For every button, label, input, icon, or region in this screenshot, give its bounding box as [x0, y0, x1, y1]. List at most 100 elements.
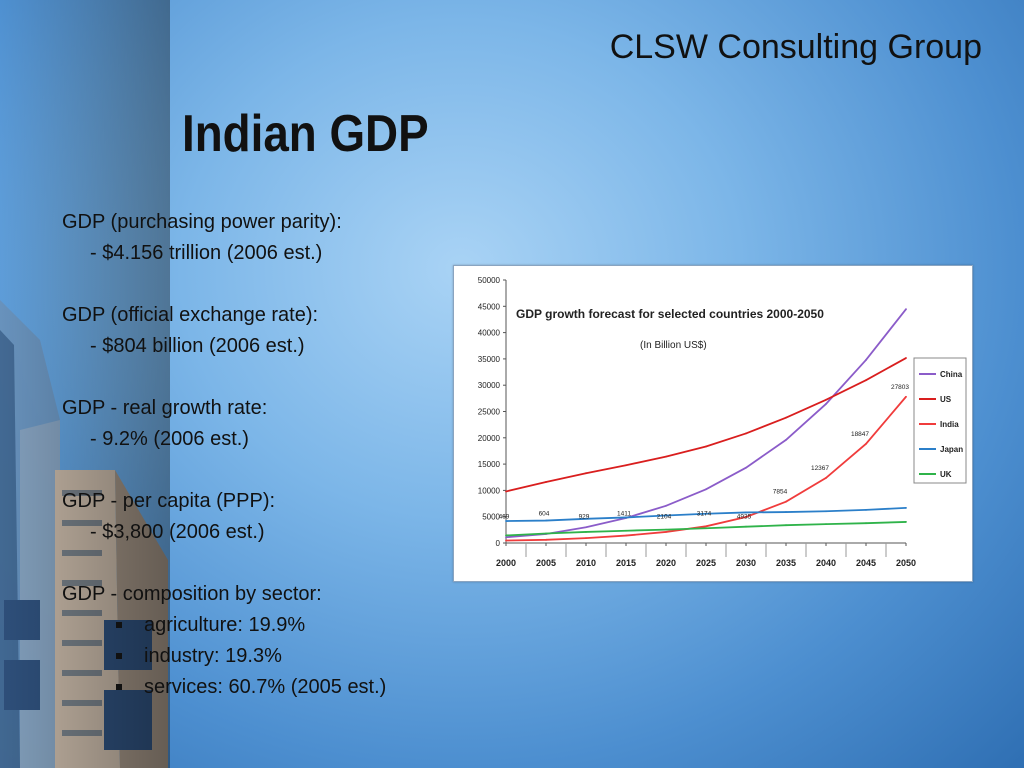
data-point-china [825, 403, 827, 405]
data-point-japan [705, 512, 707, 515]
section-value: - $3,800 (2006 est.) [90, 521, 265, 543]
data-point-india [745, 516, 747, 518]
data-point-japan [745, 511, 747, 514]
slide-title: Indian GDP [182, 105, 429, 163]
data-point-japan [825, 510, 827, 513]
y-tick-label: 35000 [478, 355, 501, 364]
data-point-japan [585, 517, 587, 520]
data-label: 3174 [697, 510, 712, 517]
list-item-text: services: 60.7% (2005 est.) [144, 676, 387, 698]
data-point-uk [825, 523, 827, 526]
list-item: services: 60.7% (2005 est.) [62, 672, 442, 703]
gdp-forecast-chart: 0 5000 10000 15000 20000 25000 30000 35000 40000… [453, 265, 973, 582]
legend-label: UK [940, 470, 952, 479]
section-heading: GDP - per capita (PPP): [62, 490, 276, 512]
data-point-us [865, 379, 867, 382]
list-item-text: industry: 19.3% [144, 645, 282, 667]
x-tick-label: 2050 [896, 558, 916, 568]
legend-label: India [940, 420, 959, 429]
series-line-us [505, 357, 907, 493]
gdp-growth-section: GDP - real growth rate: - 9.2% (2006 est… [62, 393, 442, 455]
data-label: 2104 [657, 513, 672, 520]
x-tick-label: 2030 [736, 558, 756, 568]
x-tick-label: 2010 [576, 558, 596, 568]
data-point-india [825, 477, 827, 479]
data-point-india [905, 395, 907, 398]
section-value: - 9.2% (2006 est.) [90, 428, 249, 450]
bullet-icon [116, 622, 122, 628]
y-tick-label: 10000 [478, 486, 501, 495]
data-point-china [905, 308, 907, 311]
data-point-china [585, 526, 587, 529]
slide-content: GDP (purchasing power parity): - $4.156 … [62, 207, 442, 703]
data-point-uk [585, 531, 587, 533]
data-point-japan [785, 511, 787, 513]
x-tick-label: 2005 [536, 558, 556, 568]
data-point-china [745, 466, 747, 469]
section-value: - $4.156 trillion (2006 est.) [90, 242, 323, 264]
data-point-uk [705, 527, 707, 530]
data-point-us [545, 481, 547, 483]
x-tick-label: 2040 [816, 558, 836, 568]
x-tick-label: 2020 [656, 558, 676, 568]
bullet-icon [116, 684, 122, 690]
data-point-uk [665, 528, 667, 531]
data-point-india [785, 500, 787, 503]
legend-box [913, 357, 967, 484]
data-point-us [825, 398, 827, 401]
y-tick-label: 30000 [478, 381, 501, 390]
data-point-india [545, 538, 547, 541]
data-label: 1411 [617, 510, 631, 517]
data-label: 469 [499, 513, 510, 520]
y-tick-label: 40000 [478, 329, 501, 338]
y-tick-label: 15000 [478, 460, 501, 469]
x-tick-label: 2000 [496, 558, 516, 568]
chart-canvas: 0 5000 10000 15000 20000 25000 30000 35000 40000… [478, 276, 967, 568]
y-tick-label: 20000 [478, 434, 501, 443]
data-point-uk [745, 525, 747, 528]
data-point-us [585, 472, 587, 475]
data-point-uk [625, 529, 627, 532]
x-tick-label: 2045 [856, 558, 876, 568]
data-label: 7854 [773, 489, 788, 496]
section-heading: GDP (purchasing power parity): [62, 211, 342, 233]
company-name: CLSW Consulting Group [609, 28, 982, 66]
data-point-us [625, 464, 627, 467]
x-tick-label: 2015 [616, 558, 636, 568]
data-point-india [625, 534, 627, 537]
data-label: 929 [579, 513, 590, 520]
data-point-india [665, 531, 667, 533]
gdp-exchange-section: GDP (official exchange rate): - $804 bil… [62, 300, 442, 362]
data-point-us [505, 490, 507, 493]
list-item-text: agriculture: 19.9% [144, 614, 306, 636]
data-point-china [865, 359, 867, 361]
y-tick-label: 50000 [478, 276, 501, 285]
data-point-us [785, 416, 787, 419]
data-point-uk [865, 522, 867, 525]
data-point-japan [905, 507, 907, 509]
composition-list: agriculture: 19.9% industry: 19.3% servi… [62, 610, 442, 703]
gdp-per-capita-section: GDP - per capita (PPP): - $3,800 (2006 e… [62, 486, 442, 548]
data-point-china [705, 488, 707, 491]
data-point-japan [545, 519, 547, 522]
data-point-india [505, 539, 507, 542]
data-point-uk [545, 532, 547, 535]
y-tick-label: 0 [496, 539, 501, 548]
data-point-uk [905, 521, 907, 523]
data-point-china [665, 504, 667, 507]
data-point-japan [505, 520, 507, 522]
data-point-japan [625, 516, 627, 519]
data-point-us [745, 432, 747, 435]
legend-label: US [940, 395, 952, 404]
data-label: 604 [539, 510, 550, 517]
data-point-uk [785, 524, 787, 527]
data-point-japan [865, 508, 867, 511]
bullet-icon [116, 653, 122, 659]
data-point-india [705, 525, 707, 528]
data-point-china [785, 438, 787, 441]
x-tick-label: 2025 [696, 558, 716, 568]
y-tick-label: 45000 [478, 302, 501, 311]
section-heading: GDP - real growth rate: [62, 397, 268, 419]
section-value: - $804 billion (2006 est.) [90, 335, 305, 357]
data-point-china [505, 536, 507, 539]
